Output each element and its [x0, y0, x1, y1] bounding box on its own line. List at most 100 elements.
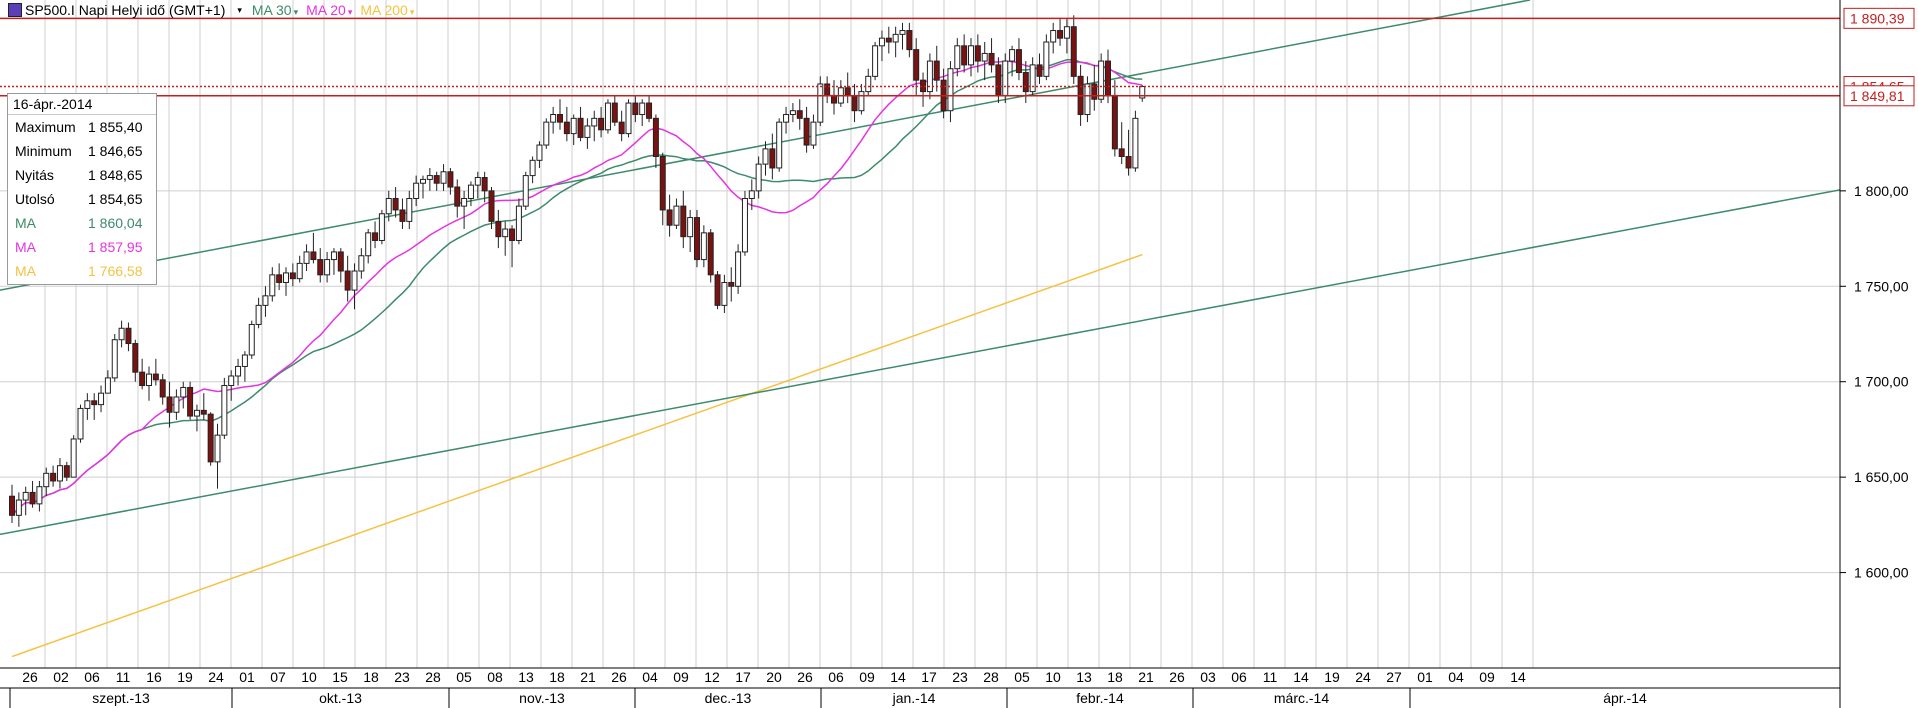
- candle[interactable]: [426, 167, 433, 191]
- candle[interactable]: [817, 76, 824, 126]
- candle[interactable]: [29, 480, 36, 508]
- candle[interactable]: [248, 320, 255, 359]
- candle[interactable]: [255, 297, 262, 329]
- candle[interactable]: [933, 45, 940, 92]
- candle[interactable]: [789, 103, 796, 123]
- candle[interactable]: [132, 339, 139, 382]
- candle[interactable]: [646, 95, 653, 123]
- candle[interactable]: [557, 99, 563, 130]
- candle[interactable]: [36, 480, 43, 512]
- trendline[interactable]: [0, 189, 1841, 536]
- candle[interactable]: [954, 38, 961, 77]
- candle[interactable]: [1043, 34, 1050, 81]
- candle[interactable]: [543, 118, 550, 149]
- candle[interactable]: [159, 374, 166, 405]
- candle[interactable]: [872, 41, 879, 81]
- candle[interactable]: [406, 190, 413, 230]
- candle[interactable]: [310, 232, 317, 264]
- candle[interactable]: [193, 404, 200, 432]
- candle[interactable]: [598, 106, 605, 138]
- candle[interactable]: [968, 38, 974, 77]
- candle[interactable]: [694, 209, 700, 268]
- candle[interactable]: [495, 209, 502, 249]
- candle[interactable]: [728, 267, 735, 302]
- candle[interactable]: [461, 190, 468, 230]
- candle[interactable]: [173, 389, 180, 420]
- candle[interactable]: [358, 248, 365, 279]
- candle[interactable]: [50, 465, 57, 487]
- candle[interactable]: [563, 106, 570, 142]
- candle[interactable]: [344, 255, 351, 302]
- candle[interactable]: [180, 381, 187, 409]
- ma30-legend-item[interactable]: MA 30 ▾: [252, 2, 298, 18]
- candle[interactable]: [748, 179, 755, 210]
- candle[interactable]: [447, 167, 454, 195]
- candle[interactable]: [1057, 19, 1064, 46]
- candle[interactable]: [783, 106, 790, 134]
- candle[interactable]: [776, 118, 783, 172]
- candle[interactable]: [56, 458, 63, 489]
- candle[interactable]: [810, 114, 817, 149]
- candle[interactable]: [330, 248, 337, 275]
- candle[interactable]: [269, 267, 276, 302]
- symbol-icon[interactable]: [8, 3, 22, 17]
- candle[interactable]: [392, 187, 399, 218]
- candle[interactable]: [1036, 53, 1043, 84]
- candle[interactable]: [200, 393, 207, 420]
- candle[interactable]: [166, 381, 173, 428]
- candle[interactable]: [796, 99, 803, 130]
- candle[interactable]: [413, 175, 420, 207]
- candle[interactable]: [399, 198, 406, 230]
- candle[interactable]: [721, 274, 728, 314]
- candle[interactable]: [474, 171, 481, 199]
- candle[interactable]: [440, 164, 447, 191]
- candle[interactable]: [84, 393, 91, 420]
- candle[interactable]: [673, 198, 680, 230]
- candle[interactable]: [625, 99, 632, 138]
- candle[interactable]: [1139, 85, 1146, 102]
- candle[interactable]: [735, 244, 742, 294]
- candle[interactable]: [289, 263, 296, 287]
- candle[interactable]: [125, 322, 132, 352]
- candle[interactable]: [15, 492, 22, 527]
- candle[interactable]: [111, 334, 118, 382]
- candle[interactable]: [385, 190, 392, 222]
- candle[interactable]: [762, 141, 769, 176]
- candle[interactable]: [324, 251, 331, 283]
- candle[interactable]: [769, 133, 776, 180]
- candle[interactable]: [1091, 64, 1098, 111]
- candle[interactable]: [591, 110, 598, 142]
- candle[interactable]: [221, 377, 228, 439]
- candle[interactable]: [865, 68, 872, 96]
- candle[interactable]: [1015, 38, 1022, 81]
- candle[interactable]: [303, 244, 310, 272]
- candle[interactable]: [378, 209, 385, 245]
- candle[interactable]: [1009, 45, 1016, 77]
- candle[interactable]: [1070, 15, 1077, 84]
- candle[interactable]: [146, 366, 152, 401]
- candle[interactable]: [659, 152, 666, 226]
- candle[interactable]: [228, 370, 235, 401]
- candle[interactable]: [70, 435, 77, 478]
- candle[interactable]: [529, 156, 536, 184]
- candle[interactable]: [961, 34, 968, 73]
- candle[interactable]: [522, 171, 529, 210]
- candle[interactable]: [1063, 19, 1070, 54]
- candle[interactable]: [241, 351, 248, 382]
- candle[interactable]: [570, 114, 577, 146]
- candle[interactable]: [337, 248, 344, 283]
- candle[interactable]: [1125, 129, 1132, 176]
- candle[interactable]: [611, 95, 618, 126]
- candle[interactable]: [947, 61, 954, 123]
- candle[interactable]: [454, 179, 461, 218]
- candle[interactable]: [1132, 110, 1139, 172]
- candlestick-series[interactable]: [9, 15, 1146, 527]
- candle[interactable]: [858, 83, 865, 115]
- candle[interactable]: [63, 461, 70, 481]
- candle[interactable]: [899, 22, 906, 50]
- candle[interactable]: [687, 209, 694, 252]
- candle[interactable]: [351, 263, 358, 310]
- time-axis[interactable]: 26 02 06 11 16 19 24 01 07 10 15 18 23 28 05 08 13 18 21 26…: [0, 667, 1840, 708]
- candle[interactable]: [187, 381, 194, 420]
